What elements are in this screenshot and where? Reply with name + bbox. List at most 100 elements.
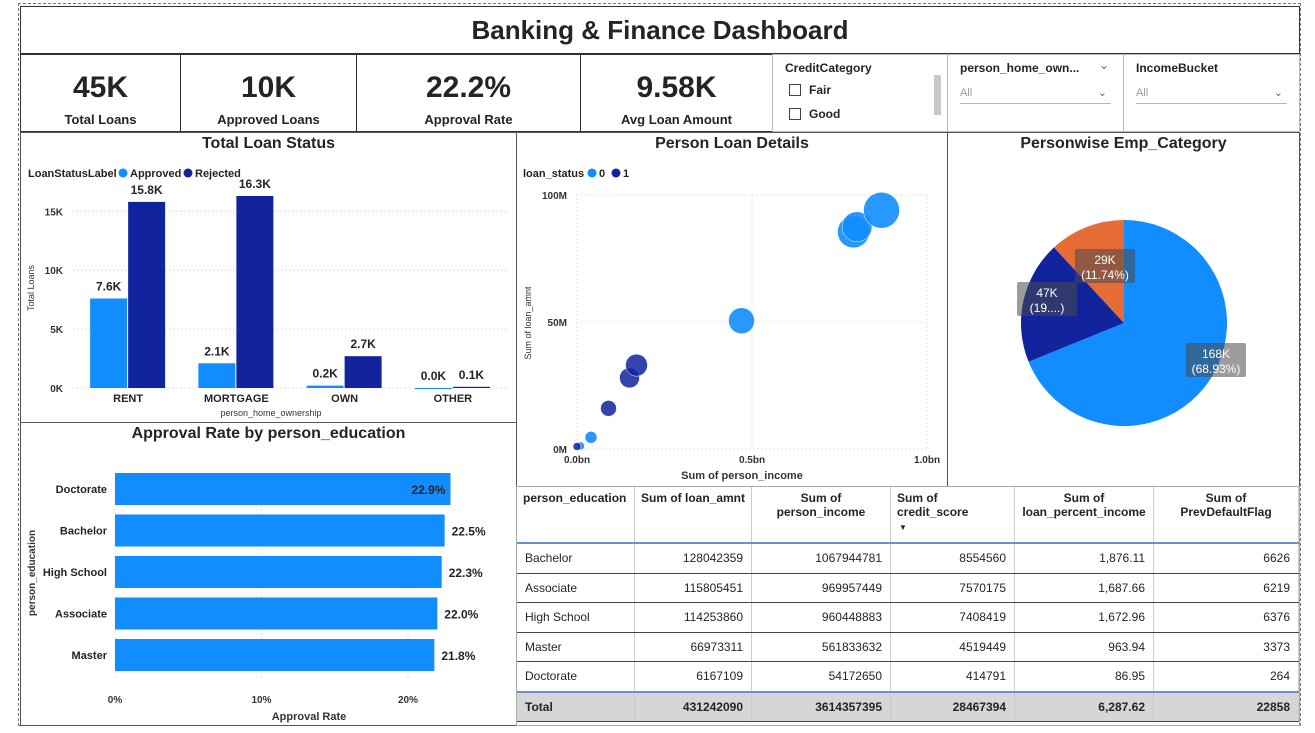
x-axis-label: Sum of person_income <box>681 470 803 482</box>
chevron-down-icon[interactable]: ⌄ <box>1273 87 1283 99</box>
scatter-point <box>584 431 598 444</box>
kpi-card-approved-loans[interactable]: 10K Approved Loans <box>180 54 357 132</box>
table-cell: 115805451 <box>634 573 752 603</box>
slicer-title: person_home_own... <box>960 61 1080 75</box>
total-row[interactable]: Total 431242090 3614357395 28467394 6,287.62… <box>517 690 1299 722</box>
chart-title: Total Loan Status <box>201 135 336 152</box>
table-cell: 960448883 <box>751 602 891 633</box>
data-label: 0.1K <box>459 368 485 382</box>
table-row[interactable]: Associate 115805451 969957449 7570175 1,687.… <box>517 573 1299 603</box>
table-cell: 6,287.62 <box>1014 690 1154 722</box>
emp-category-visual[interactable]: Personwise Emp_Category 168K (68.93%) 47K(… <box>947 132 1300 487</box>
person-loan-chart: loan_status 0 1 0M 50M 100M 0.0bn 0.5bn 1.0bn S… <box>523 168 940 482</box>
table-cell: 963.94 <box>1014 632 1154 662</box>
kpi-card-approval-rate[interactable]: 22.2% Approval Rate <box>356 54 581 132</box>
data-label: 2.7K <box>350 337 376 351</box>
table-cell: 8554560 <box>890 543 1015 574</box>
education-matrix[interactable]: person_education Sum of loan_amnt Sum of… <box>516 486 1300 726</box>
table-cell: 431242090 <box>634 690 752 722</box>
kpi-card-total-loans[interactable]: 45K Total Loans <box>20 54 181 132</box>
table-cell: 969957449 <box>751 573 891 603</box>
column-header[interactable]: Sum of loan_amnt <box>634 487 752 544</box>
table-cell: 6376 <box>1153 602 1299 633</box>
column-header[interactable]: Sum of loan_percent_income <box>1014 487 1154 544</box>
scatter-point <box>841 211 873 242</box>
table-cell: 54172650 <box>751 661 891 692</box>
table-cell: 86.95 <box>1014 661 1154 692</box>
chart-legend: LoanStatusLabel Approved Rejected <box>28 168 241 180</box>
column-header[interactable]: Sum of PrevDefaultFlag <box>1153 487 1299 544</box>
column-header-sorted[interactable]: Sum of credit_score ▼ <box>890 487 1015 544</box>
pie-slice <box>1028 220 1227 426</box>
education-chart: 0% 10% 20% Doctorate 22.9% Bachelor 22.5% High… <box>27 473 486 723</box>
loan-status-visual[interactable]: Total Loan Status LoanStatusLabel Approve… <box>20 132 517 423</box>
bar-approved <box>198 363 236 388</box>
table-row[interactable]: Doctorate 6167109 54172650 414791 86.95 264 <box>517 661 1299 692</box>
chevron-down-icon[interactable]: ⌄ <box>1097 87 1107 99</box>
table-row[interactable]: High School 114253860 960448883 7408419 1,67… <box>517 602 1299 633</box>
data-label-bg <box>1186 343 1246 377</box>
scatter-point <box>572 442 582 451</box>
slicer-option-label: Good <box>809 107 841 121</box>
table-cell: 4519449 <box>890 632 1015 662</box>
slicer-dropdown[interactable]: All ⌄ <box>960 83 1111 104</box>
table-cell: 6626 <box>1153 543 1299 574</box>
legend-marker <box>611 168 621 178</box>
x-tick-label: MORTGAGE <box>204 393 269 405</box>
y-axis-label: person_education <box>27 530 38 616</box>
title-bar: Banking & Finance Dashboard <box>20 6 1300 54</box>
sort-desc-icon[interactable]: ▼ <box>899 523 907 532</box>
chart-title: Person Loan Details <box>655 135 809 152</box>
table-cell: 1067944781 <box>751 543 891 574</box>
table-row[interactable]: Bachelor 128042359 1067944781 8554560 1,876.… <box>517 543 1299 574</box>
slicer-option-fair[interactable]: Fair <box>789 83 831 97</box>
legend-label: Approved <box>130 168 181 180</box>
slicer-title: CreditCategory <box>785 61 872 75</box>
chevron-down-icon[interactable]: ⌄ <box>1098 58 1109 72</box>
column-header[interactable]: person_education <box>517 487 635 544</box>
scrollbar[interactable] <box>934 75 941 115</box>
bar <box>115 473 451 505</box>
table-cell: 414791 <box>890 661 1015 692</box>
table-row[interactable]: Master 66973311 561833632 4519449 963.94 3373 <box>517 632 1299 662</box>
scatter-point <box>600 400 617 417</box>
slicer-home-ownership[interactable]: person_home_own... ⌄ All ⌄ <box>947 54 1124 132</box>
slicer-credit-category[interactable]: CreditCategory Fair Good <box>772 54 948 132</box>
x-tick-label: OTHER <box>434 393 473 405</box>
slicer-income-bucket[interactable]: IncomeBucket All ⌄ <box>1123 54 1300 132</box>
checkbox-icon[interactable] <box>789 84 801 96</box>
data-label: 22.3% <box>449 566 483 580</box>
data-label-bg <box>1017 282 1077 316</box>
y-tick-label: Master <box>72 650 108 662</box>
table-cell: 7408419 <box>890 602 1015 633</box>
legend-marker <box>587 168 597 178</box>
table-cell: 1,876.11 <box>1014 543 1154 574</box>
slicer-option-good[interactable]: Good <box>789 107 840 121</box>
y-tick-label: 5K <box>50 325 64 336</box>
chart-title: Personwise Emp_Category <box>1020 135 1227 152</box>
scatter-point <box>625 353 648 377</box>
table-cell: 6219 <box>1153 573 1299 603</box>
y-tick-label: Bachelor <box>60 526 108 538</box>
bar-approved <box>90 298 128 388</box>
x-axis-label: person_home_ownership <box>220 408 321 418</box>
kpi-card-avg-loan-amount[interactable]: 9.58K Avg Loan Amount <box>580 54 773 132</box>
checkbox-icon[interactable] <box>789 108 801 120</box>
data-label: 2.1K <box>204 344 230 358</box>
legend-title: loan_status <box>523 168 584 180</box>
table-cell: 66973311 <box>634 632 752 662</box>
education-visual[interactable]: Approval Rate by person_education 0% 10% 2… <box>20 422 517 726</box>
x-tick-label: 0.5bn <box>739 455 765 466</box>
y-tick-label: Associate <box>55 609 107 621</box>
y-tick-label: 0K <box>50 384 64 395</box>
person-loan-visual[interactable]: Person Loan Details loan_status 0 1 0M 50M 1… <box>516 132 948 487</box>
slicer-dropdown[interactable]: All ⌄ <box>1136 83 1287 104</box>
x-tick-label: OWN <box>331 393 358 405</box>
table-cell: 114253860 <box>634 602 752 633</box>
emp-category-chart: 168K(68.93%) 47K(19....) 29K(11.74%) <box>1017 220 1246 426</box>
x-tick-label: 0.0bn <box>564 455 590 466</box>
column-header[interactable]: Sum of person_income <box>751 487 891 544</box>
bar-rejected <box>344 356 382 388</box>
table-cell: 7570175 <box>890 573 1015 603</box>
page-title: Banking & Finance Dashboard <box>471 15 849 45</box>
